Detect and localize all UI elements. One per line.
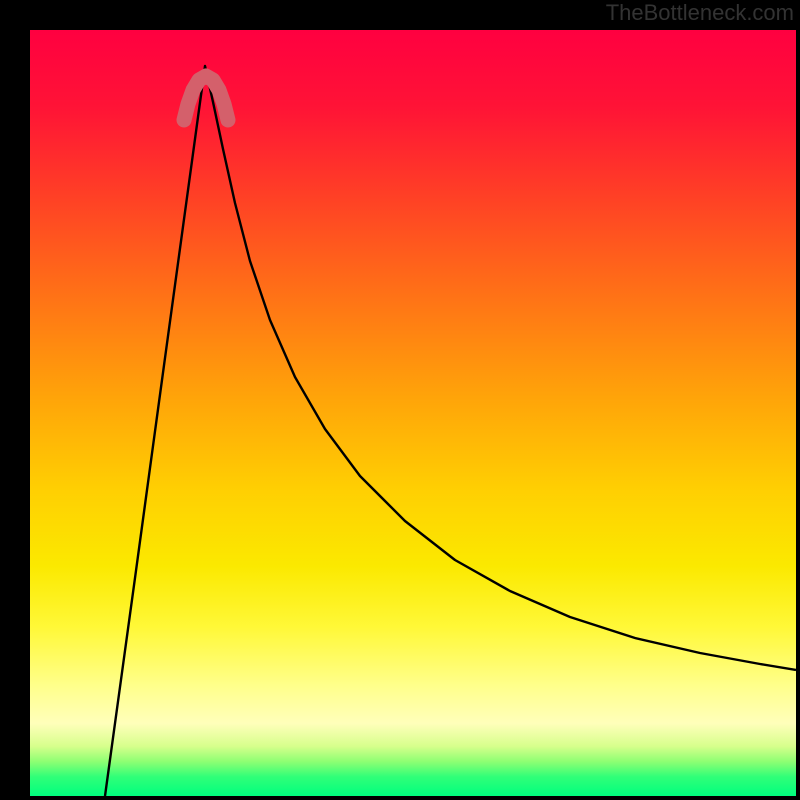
watermark-text: TheBottleneck.com [606,0,794,26]
bottleneck-curve-chart [0,0,800,800]
plot-gradient-background [30,30,796,796]
chart-stage: TheBottleneck.com [0,0,800,800]
